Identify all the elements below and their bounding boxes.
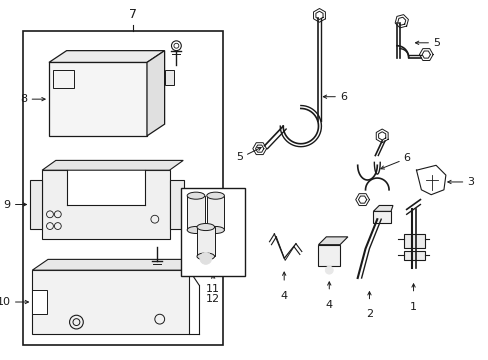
Polygon shape [373, 206, 392, 211]
Ellipse shape [206, 192, 224, 199]
Ellipse shape [206, 226, 224, 234]
Text: 7: 7 [129, 8, 137, 21]
Text: 3: 3 [467, 177, 473, 187]
Bar [49, 62, 147, 136]
Text: 11: 11 [206, 284, 220, 294]
Bar [32, 270, 189, 334]
Text: 6: 6 [403, 153, 410, 163]
Text: 5: 5 [236, 153, 243, 162]
Bar [53, 70, 74, 88]
Text: 12: 12 [205, 294, 220, 304]
Ellipse shape [197, 224, 214, 230]
Bar [66, 170, 145, 204]
Bar [30, 180, 42, 229]
Bar [403, 251, 425, 260]
Bar [403, 234, 425, 248]
Bar [42, 170, 169, 239]
Bar [22, 31, 223, 345]
Polygon shape [42, 161, 183, 170]
Text: 1: 1 [409, 302, 416, 311]
Text: 8: 8 [20, 94, 27, 104]
Text: 2: 2 [365, 309, 372, 319]
Bar [187, 196, 204, 230]
Polygon shape [164, 70, 174, 85]
Bar [197, 227, 214, 256]
Text: 5: 5 [432, 38, 439, 48]
Bar [206, 196, 224, 230]
Bar [181, 188, 244, 276]
Ellipse shape [187, 192, 204, 199]
Polygon shape [32, 259, 204, 270]
Text: 9: 9 [3, 199, 11, 210]
Circle shape [325, 266, 332, 274]
Bar [32, 290, 47, 314]
Text: 10: 10 [0, 297, 11, 307]
Polygon shape [49, 51, 164, 62]
Bar [318, 245, 339, 266]
Bar [373, 211, 390, 223]
Text: 6: 6 [339, 92, 346, 102]
Circle shape [200, 252, 211, 264]
Ellipse shape [197, 253, 214, 260]
Polygon shape [147, 51, 164, 136]
Polygon shape [318, 237, 347, 245]
Text: 4: 4 [325, 300, 332, 310]
Bar [169, 180, 184, 229]
Ellipse shape [187, 226, 204, 234]
Text: 4: 4 [280, 291, 287, 301]
